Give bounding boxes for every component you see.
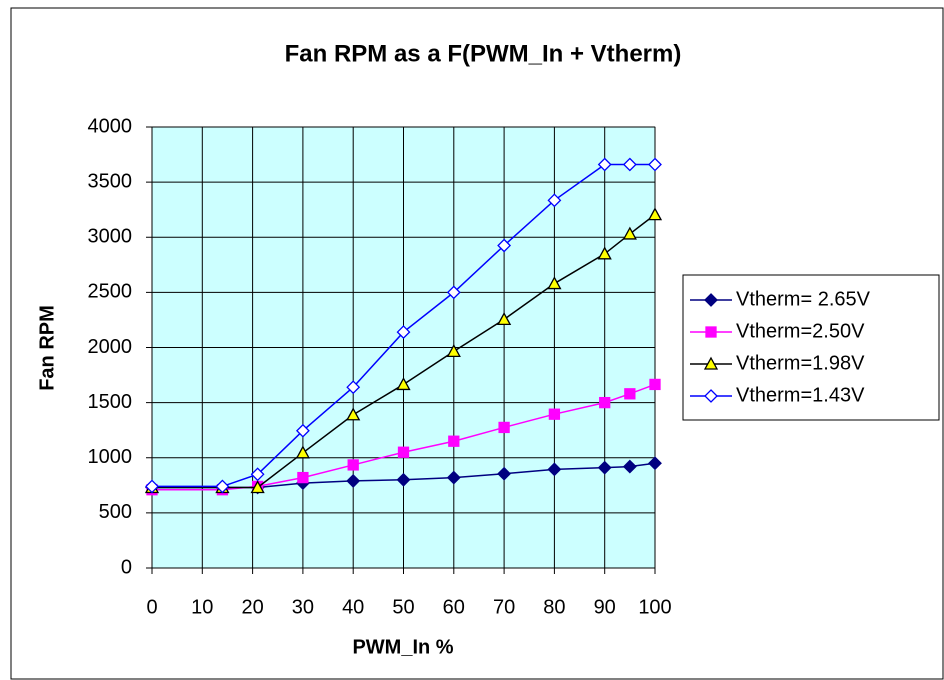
marker bbox=[497, 312, 512, 326]
series-line bbox=[152, 214, 656, 489]
chart-title: Fan RPM as a F(PWM_In + Vtherm) bbox=[285, 40, 682, 67]
marker bbox=[295, 445, 310, 459]
y-tick-label: 4000 bbox=[88, 115, 133, 137]
marker bbox=[547, 276, 562, 290]
marker bbox=[446, 470, 461, 485]
marker bbox=[622, 226, 637, 240]
marker bbox=[547, 193, 562, 208]
x-tick-label: 0 bbox=[146, 596, 157, 618]
x-tick-label: 20 bbox=[241, 596, 263, 618]
marker bbox=[597, 460, 612, 475]
x-tick-label: 10 bbox=[191, 596, 213, 618]
marker bbox=[647, 207, 663, 221]
x-tick-label: 40 bbox=[342, 596, 364, 618]
marker bbox=[622, 157, 637, 172]
legend-label: Vtherm= 2.65V bbox=[736, 288, 871, 310]
marker bbox=[703, 356, 719, 370]
marker bbox=[497, 466, 512, 481]
marker bbox=[346, 380, 361, 395]
x-tick-label: 50 bbox=[392, 596, 414, 618]
marker bbox=[704, 293, 718, 307]
x-axis-title: PWM_In % bbox=[352, 636, 453, 658]
y-tick-label: 2000 bbox=[88, 336, 133, 358]
marker bbox=[599, 396, 611, 409]
y-tick-label: 1000 bbox=[88, 446, 133, 468]
marker bbox=[622, 459, 637, 474]
marker bbox=[705, 326, 717, 338]
marker bbox=[624, 388, 636, 400]
marker bbox=[346, 473, 361, 488]
y-tick-label: 2500 bbox=[88, 281, 133, 303]
x-tick-label: 30 bbox=[292, 596, 314, 618]
marker bbox=[215, 479, 230, 494]
marker bbox=[396, 325, 411, 339]
marker bbox=[397, 446, 410, 458]
legend-label: Vtherm=1.98V bbox=[736, 352, 865, 374]
marker bbox=[648, 157, 662, 172]
x-tick-label: 70 bbox=[493, 596, 515, 618]
marker bbox=[548, 408, 561, 420]
marker bbox=[547, 462, 562, 477]
x-tick-label: 100 bbox=[638, 596, 671, 618]
marker bbox=[250, 480, 265, 494]
marker bbox=[295, 423, 310, 438]
legend-label: Vtherm=2.50V bbox=[736, 320, 865, 342]
legend-label: Vtherm=1.43V bbox=[736, 384, 865, 406]
marker bbox=[597, 246, 612, 260]
marker bbox=[297, 471, 309, 484]
marker bbox=[396, 472, 411, 487]
marker bbox=[648, 456, 662, 471]
y-tick-label: 1500 bbox=[88, 391, 133, 413]
marker bbox=[448, 435, 460, 447]
y-tick-label: 3500 bbox=[88, 170, 133, 192]
y-tick-label: 500 bbox=[99, 501, 132, 523]
marker bbox=[446, 285, 461, 300]
y-tick-label: 3000 bbox=[88, 226, 133, 248]
marker bbox=[498, 421, 510, 434]
x-tick-label: 80 bbox=[543, 596, 565, 618]
marker bbox=[704, 389, 718, 403]
marker bbox=[250, 467, 265, 482]
x-tick-label: 90 bbox=[594, 596, 616, 618]
marker bbox=[347, 459, 359, 471]
marker bbox=[446, 344, 461, 358]
marker bbox=[346, 407, 361, 421]
marker bbox=[497, 238, 512, 253]
marker bbox=[649, 378, 661, 391]
x-tick-label: 60 bbox=[443, 596, 465, 618]
marker bbox=[396, 377, 411, 391]
marker bbox=[145, 479, 159, 494]
marker bbox=[597, 157, 612, 172]
y-tick-label: 0 bbox=[121, 556, 132, 578]
y-axis-title: Fan RPM bbox=[36, 305, 58, 391]
